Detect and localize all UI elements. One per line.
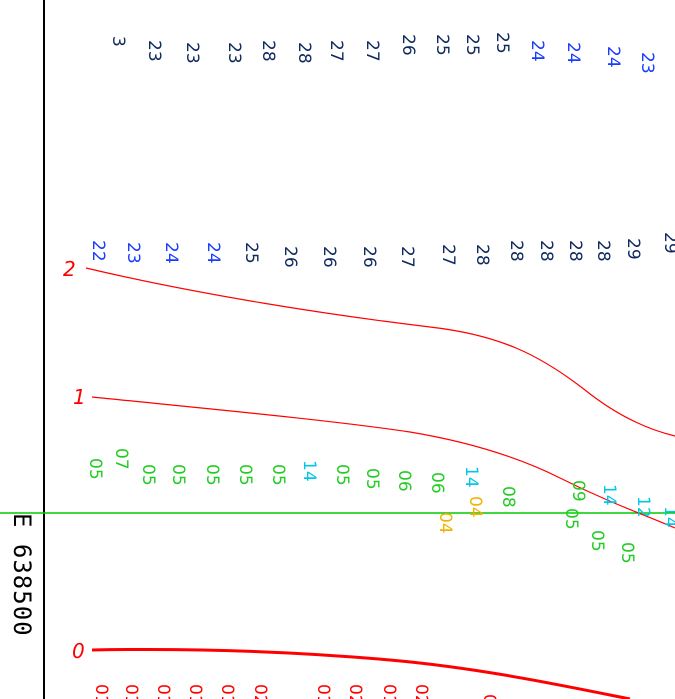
- depth-sounding: 14: [599, 484, 619, 506]
- depth-sounding: 01: [153, 684, 173, 699]
- depth-sounding: 25: [462, 34, 482, 56]
- depth-sounding: 02: [479, 694, 499, 699]
- depth-sounding: 25: [432, 34, 452, 56]
- depth-sounding: 26: [319, 246, 339, 268]
- depth-sounding: 01: [217, 684, 237, 699]
- depth-sounding: 04: [435, 512, 455, 534]
- depth-sounding: 01: [313, 684, 333, 699]
- depth-sounding: 23: [224, 42, 244, 64]
- contour-label-2: 2: [63, 257, 76, 281]
- soundings-layer: 3 23 23 23 28 28 27 27 26 25 25 25 24 24 24 23 22 23 24 24 2…: [85, 32, 675, 699]
- depth-sounding: 02: [345, 684, 365, 699]
- depth-sounding: 28: [536, 240, 556, 262]
- depth-sounding: 01: [379, 684, 399, 699]
- depth-sounding: 02: [250, 684, 270, 699]
- depth-sounding: 02: [411, 684, 431, 699]
- depth-sounding: 05: [587, 530, 607, 552]
- depth-sounding: 25: [241, 242, 261, 264]
- depth-sounding: 29: [623, 238, 643, 260]
- depth-sounding: 24: [603, 46, 623, 68]
- depth-sounding: 05: [138, 464, 158, 486]
- depth-sounding: 05: [332, 464, 352, 486]
- depth-sounding: 24: [527, 40, 547, 62]
- depth-sounding: 06: [394, 470, 414, 492]
- depth-sounding: 24: [161, 242, 181, 264]
- depth-sounding: 28: [258, 40, 278, 62]
- depth-sounding: 06: [427, 472, 447, 494]
- contour-label-0: 0: [72, 639, 85, 663]
- depth-sounding: 07: [111, 448, 131, 470]
- depth-sounding: 29: [660, 232, 675, 254]
- depth-sounding: 26: [398, 34, 418, 56]
- depth-sounding: 27: [362, 40, 382, 62]
- depth-sounding: 01: [91, 684, 111, 699]
- depth-sounding: 12: [633, 496, 653, 518]
- depth-sounding: 27: [326, 40, 346, 62]
- depth-sounding: 01: [121, 684, 141, 699]
- depth-sounding: 04: [465, 496, 485, 518]
- depth-sounding: 05: [561, 508, 581, 530]
- grid-label-easting: E 638500: [8, 513, 36, 637]
- depth-sounding: 23: [182, 42, 202, 64]
- depth-sounding: 26: [280, 246, 300, 268]
- depth-sounding: 28: [593, 240, 613, 262]
- depth-sounding: 28: [506, 240, 526, 262]
- depth-sounding: 23: [637, 52, 657, 74]
- depth-sounding: 14: [299, 460, 319, 482]
- depth-sounding: 28: [294, 42, 314, 64]
- depth-sounding: 25: [492, 32, 512, 54]
- contour-line-0: [91, 647, 631, 699]
- depth-sounding: 27: [397, 246, 417, 268]
- depth-sounding: 23: [144, 40, 164, 62]
- depth-sounding: 05: [362, 468, 382, 490]
- contour-line-1: [91, 396, 675, 529]
- depth-sounding: 01: [185, 684, 205, 699]
- depth-sounding: 05: [617, 542, 637, 564]
- depth-sounding: 09: [568, 480, 588, 502]
- depth-sounding: 22: [88, 240, 108, 262]
- depth-sounding: 24: [563, 42, 583, 64]
- depth-sounding: 08: [498, 486, 518, 508]
- depth-sounding: 05: [235, 464, 255, 486]
- depth-sounding: 05: [168, 464, 188, 486]
- depth-sounding: 05: [202, 464, 222, 486]
- depth-sounding: 24: [203, 242, 223, 264]
- depth-sounding: 14: [461, 466, 481, 488]
- depth-sounding: 05: [85, 458, 105, 480]
- depth-sounding: 14: [660, 506, 675, 528]
- contour-label-1: 1: [73, 385, 86, 409]
- depth-sounding: 28: [565, 240, 585, 262]
- depth-sounding: 3: [108, 36, 128, 47]
- contour-line-2: [85, 267, 675, 437]
- depth-sounding: 23: [123, 242, 143, 264]
- depth-sounding: 26: [359, 246, 379, 268]
- depth-sounding: 28: [472, 244, 492, 266]
- depth-sounding: 27: [438, 244, 458, 266]
- depth-sounding: 05: [268, 464, 288, 486]
